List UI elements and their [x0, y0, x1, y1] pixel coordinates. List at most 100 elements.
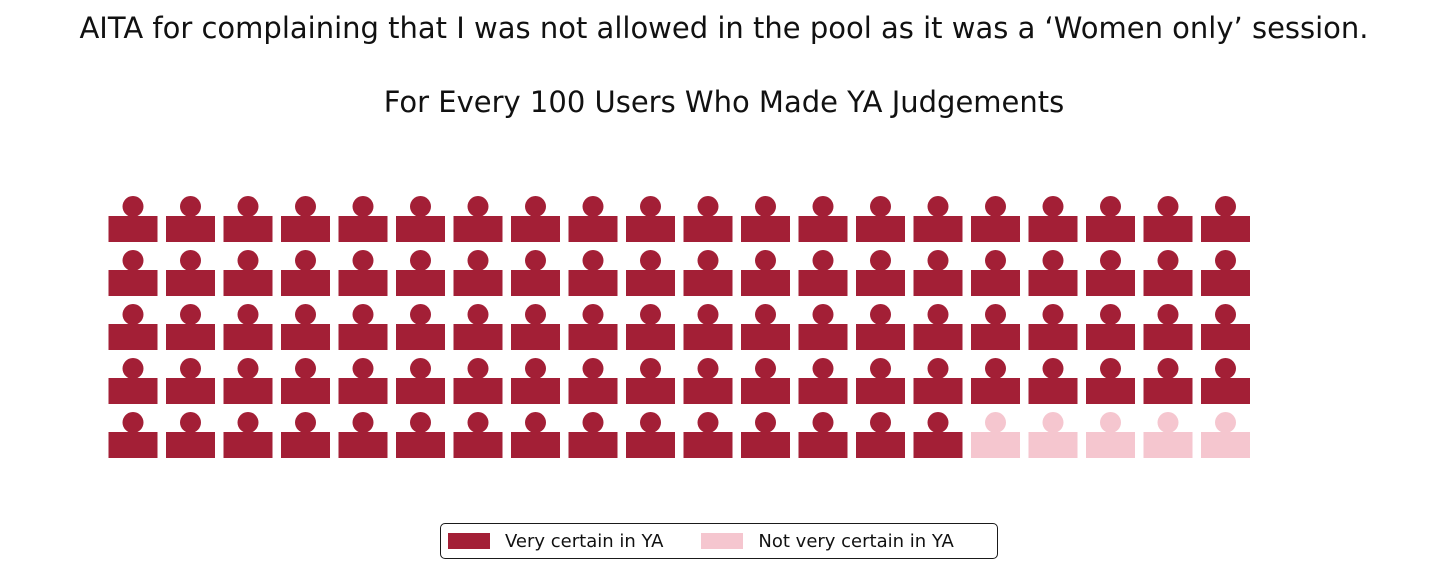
person-icon: [626, 250, 675, 296]
legend: Very certain in YA Not very certain in Y…: [440, 523, 998, 559]
person-icon: [798, 196, 848, 242]
person-icon: [453, 358, 503, 404]
person-body: [626, 378, 675, 404]
person-icon: [166, 304, 215, 350]
person-body: [1201, 270, 1250, 296]
person-head: [122, 358, 144, 379]
chart-subtitle: For Every 100 Users Who Made YA Judgemen…: [383, 85, 1065, 119]
person-body: [798, 432, 848, 458]
person-head: [870, 304, 891, 325]
person-icon: [1201, 304, 1250, 350]
person-body: [683, 216, 733, 242]
person-icon: [1086, 304, 1135, 350]
person-icon: [971, 196, 1020, 242]
person-icon: [913, 304, 963, 350]
person-icon: [741, 196, 790, 242]
person-head: [1215, 358, 1236, 379]
person-body: [1086, 378, 1135, 404]
person-head: [1215, 250, 1236, 271]
person-icon: [568, 358, 618, 404]
person-head: [755, 358, 776, 379]
person-body: [1028, 216, 1078, 242]
person-head: [295, 412, 316, 433]
person-icon: [1086, 196, 1135, 242]
person-body: [108, 270, 158, 296]
person-body: [511, 324, 560, 350]
person-head: [870, 358, 891, 379]
person-head: [525, 250, 546, 271]
person-head: [525, 196, 546, 217]
person-icon: [108, 412, 158, 458]
person-head: [295, 196, 316, 217]
person-icon: [798, 304, 848, 350]
person-body: [741, 270, 790, 296]
person-icon: [798, 250, 848, 296]
person-icon: [1143, 250, 1193, 296]
person-body: [511, 432, 560, 458]
person-body: [396, 270, 445, 296]
person-body: [166, 216, 215, 242]
person-body: [568, 432, 618, 458]
person-head: [1215, 196, 1236, 217]
person-body: [741, 216, 790, 242]
person-body: [338, 216, 388, 242]
person-icon: [1086, 250, 1135, 296]
person-body: [453, 270, 503, 296]
person-body: [971, 216, 1020, 242]
person-icon: [281, 250, 330, 296]
person-body: [1143, 270, 1193, 296]
person-head: [467, 358, 489, 379]
person-icon: [223, 196, 273, 242]
person-head: [640, 358, 661, 379]
person-head: [467, 250, 489, 271]
person-body: [108, 324, 158, 350]
person-head: [582, 250, 604, 271]
person-body: [223, 378, 273, 404]
person-icon: [913, 250, 963, 296]
person-icon: [683, 196, 733, 242]
person-body: [511, 378, 560, 404]
person-icon: [1028, 304, 1078, 350]
person-icon: [971, 358, 1020, 404]
person-body: [396, 432, 445, 458]
person-body: [1201, 378, 1250, 404]
person-body: [223, 324, 273, 350]
person-body: [511, 216, 560, 242]
person-icon: [1201, 250, 1250, 296]
person-icon: [798, 358, 848, 404]
person-icon: [1028, 250, 1078, 296]
person-icon: [568, 304, 618, 350]
person-body: [971, 432, 1020, 458]
person-icon: [913, 412, 963, 458]
person-body: [108, 378, 158, 404]
person-head: [1100, 304, 1121, 325]
person-body: [281, 378, 330, 404]
person-body: [1143, 324, 1193, 350]
person-body: [856, 324, 905, 350]
person-icon: [626, 304, 675, 350]
person-icon: [741, 412, 790, 458]
person-head: [1157, 250, 1179, 271]
person-body: [626, 432, 675, 458]
person-icon: [281, 358, 330, 404]
person-icon: [396, 304, 445, 350]
person-icon: [1201, 196, 1250, 242]
person-body: [1143, 432, 1193, 458]
person-head: [237, 412, 259, 433]
person-head: [122, 196, 144, 217]
person-body: [108, 432, 158, 458]
person-icon: [1201, 358, 1250, 404]
person-icon: [913, 196, 963, 242]
person-head: [985, 250, 1006, 271]
person-head: [410, 196, 431, 217]
person-body: [913, 378, 963, 404]
person-body: [338, 270, 388, 296]
person-head: [352, 412, 374, 433]
person-head: [525, 358, 546, 379]
person-head: [812, 304, 834, 325]
person-body: [281, 432, 330, 458]
person-body: [626, 216, 675, 242]
person-icon: [511, 304, 560, 350]
person-head: [870, 196, 891, 217]
person-head: [1100, 412, 1121, 433]
